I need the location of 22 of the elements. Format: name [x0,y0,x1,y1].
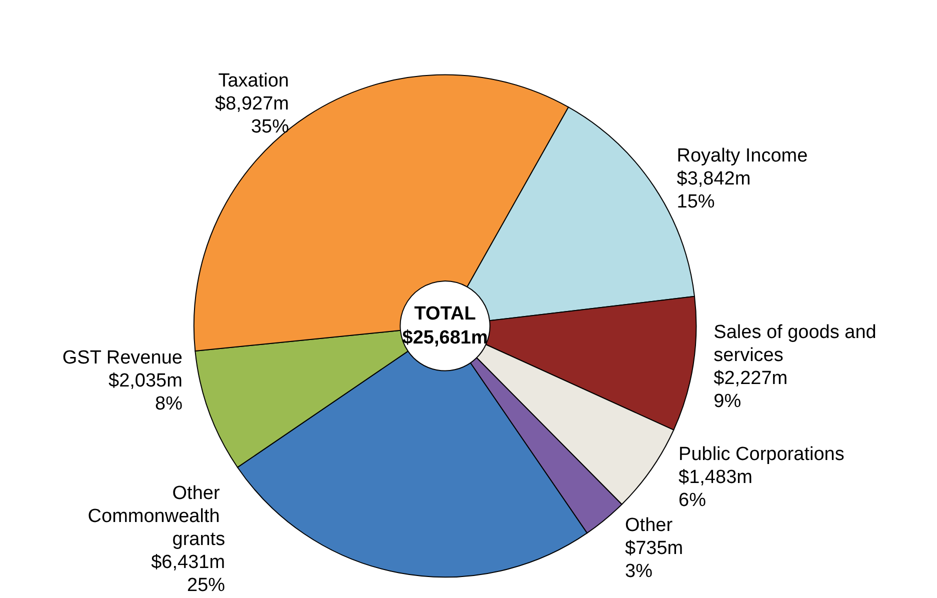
slice-label: Other [625,515,674,536]
data-label: $6,431m [151,552,226,573]
slice-label: Taxation [218,70,289,92]
text: 8% [154,393,182,414]
data-label: $2,227m [714,368,788,389]
data-label: $1,483m [678,467,752,488]
text: 3% [625,561,652,582]
text: 6% [678,490,706,512]
data-label: $3,842m [676,168,751,190]
data-label: $735m [625,538,684,560]
slice-label: Royalty Income [676,145,808,166]
text: TOTAL $25,681m [402,303,488,348]
text: 25% [187,575,226,596]
text: 9% [714,390,742,412]
data-label: $8,927m [215,93,289,114]
slice-label: Sales of goods and services [714,322,882,366]
text: 35% [250,116,289,138]
slice-label: Other Commonwealth grants [88,483,226,550]
slice-label: GST Revenue [62,347,182,368]
slice-label: Public Corporations [678,444,844,466]
data-label: $2,035m [108,370,182,392]
text: 15% [676,191,715,212]
